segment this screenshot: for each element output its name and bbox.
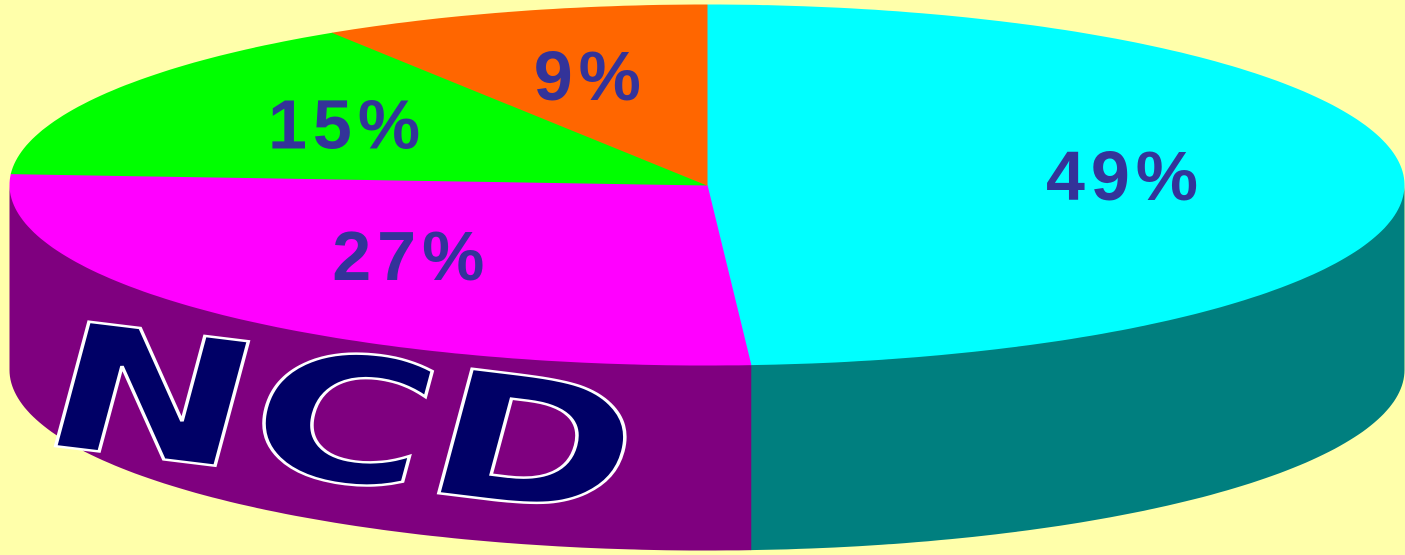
slice xyxy=(10,32,708,186)
value-label: 9% xyxy=(534,37,647,115)
slice xyxy=(331,4,708,186)
value-label: 49% xyxy=(1046,137,1204,215)
value-label: 27% xyxy=(332,217,490,295)
value-label: 15% xyxy=(268,86,426,164)
pie-tops xyxy=(9,4,1405,366)
slice xyxy=(706,4,1405,366)
slice xyxy=(9,173,752,366)
pie-labels: 49% 27% 15% 9% xyxy=(268,37,1204,295)
